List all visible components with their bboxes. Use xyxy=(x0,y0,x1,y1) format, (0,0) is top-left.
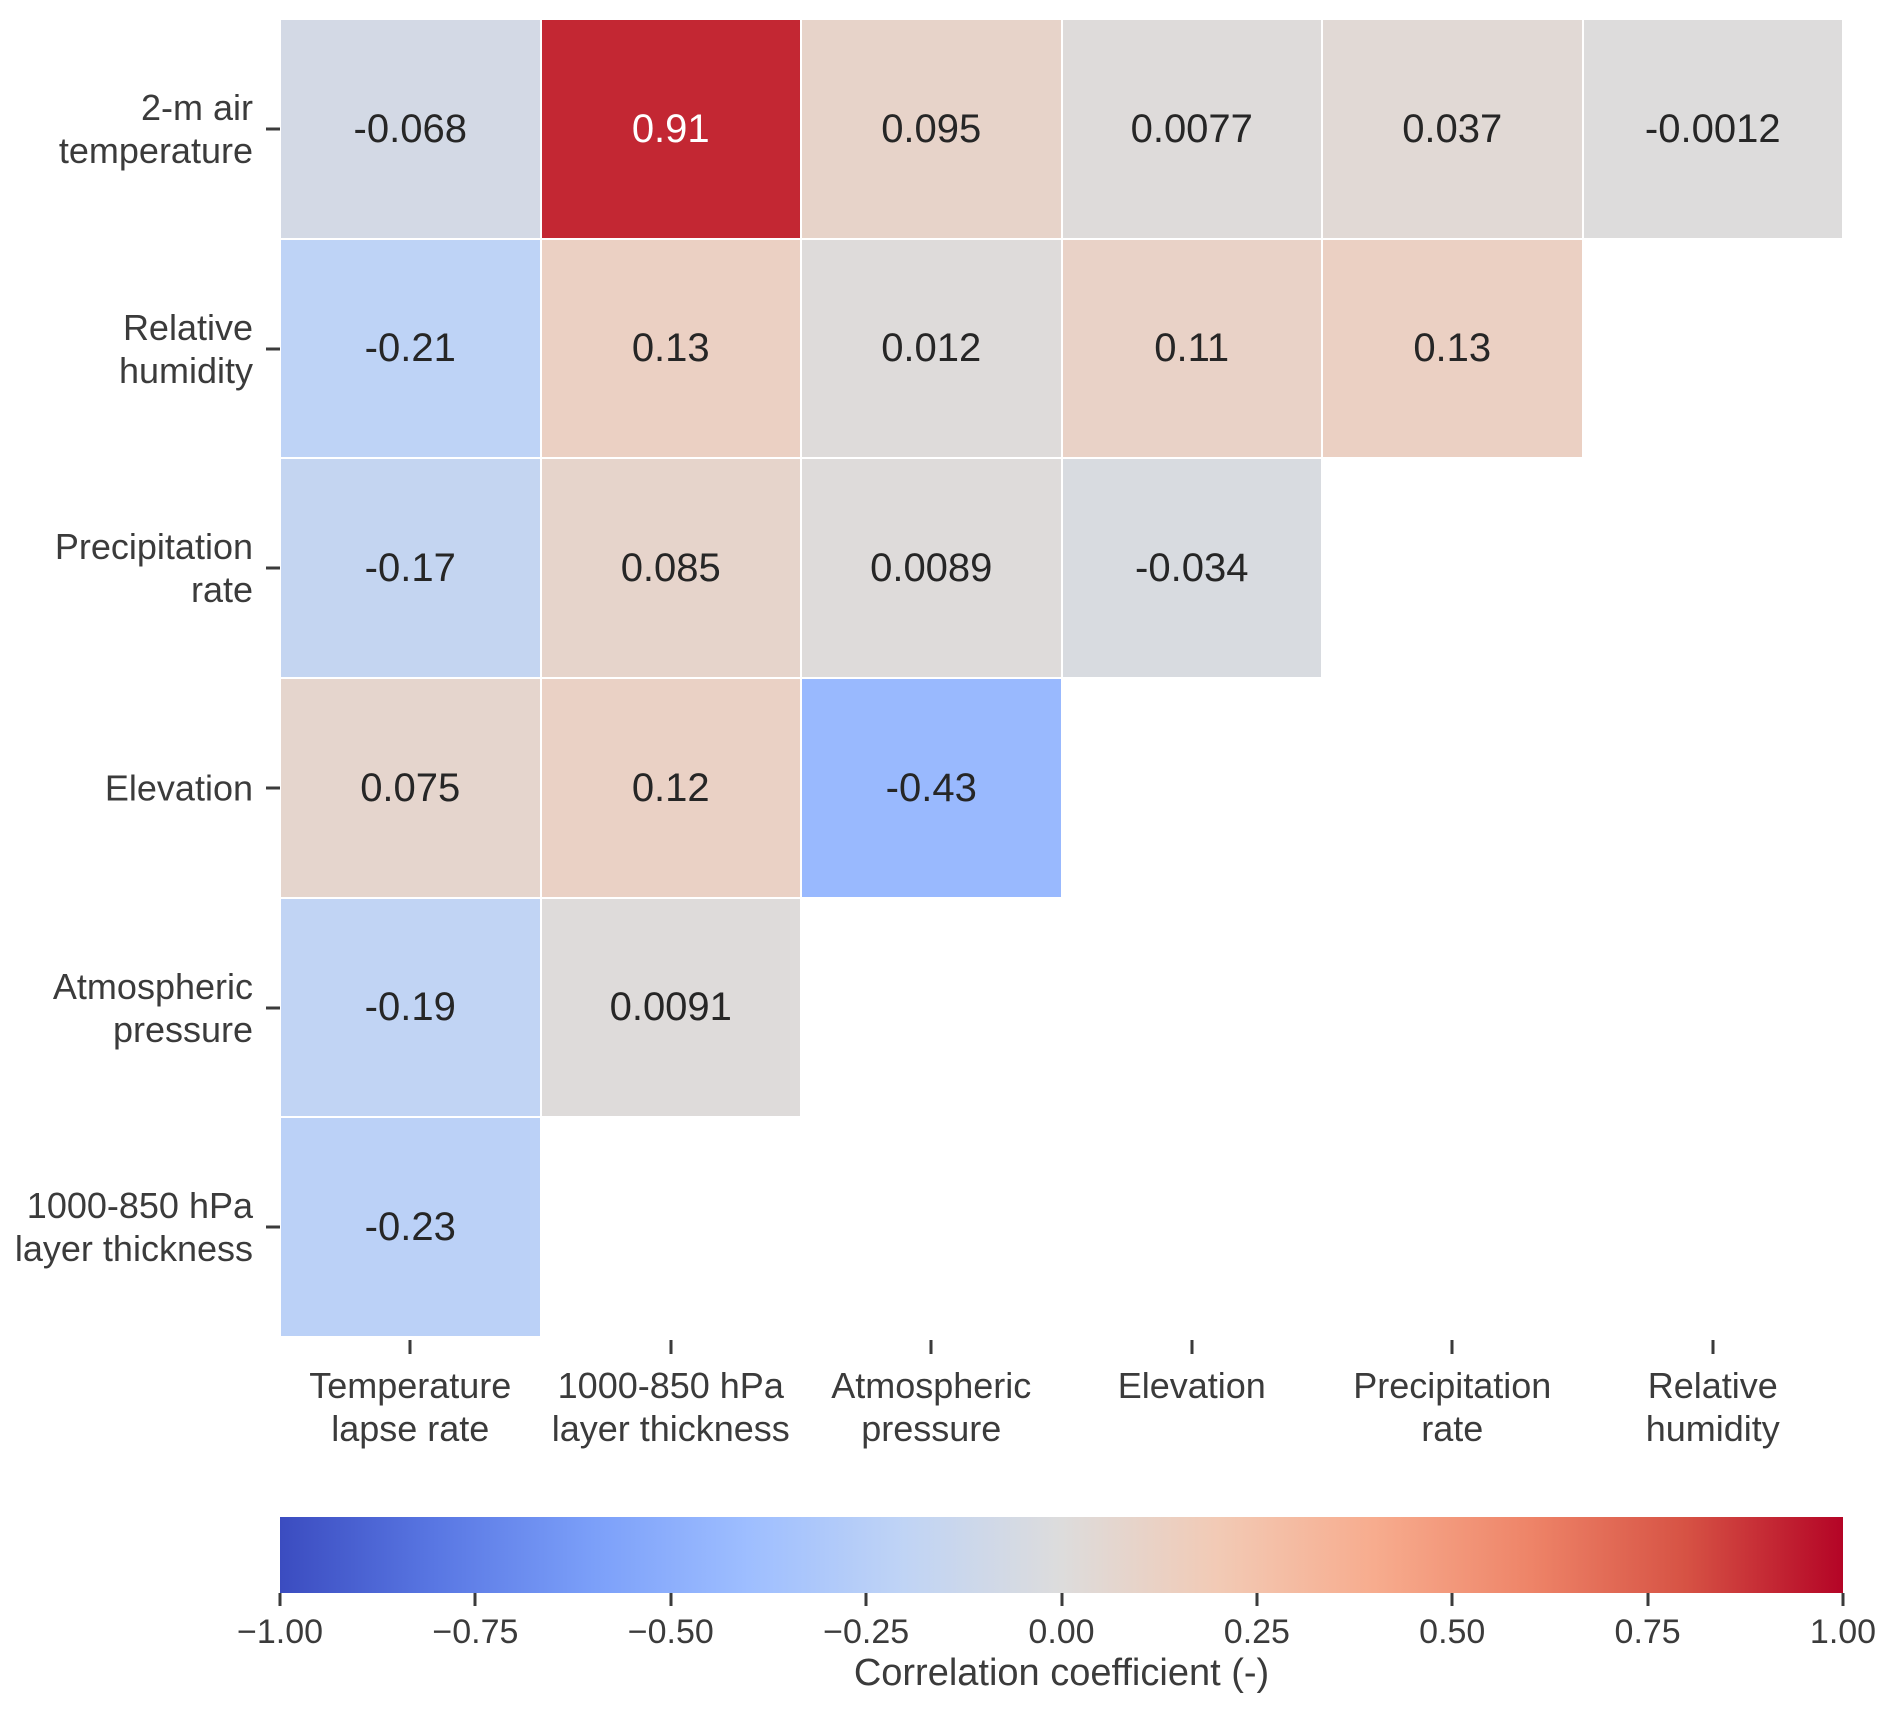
colorbar-tick-label: −1.00 xyxy=(236,1613,324,1651)
heatmap-grid: -0.068 0.91 0.095 0.0077 0.037 -0.0012 -0.21 0.… xyxy=(280,19,1843,1337)
heatmap-cell: 0.037 xyxy=(1322,19,1583,239)
colorbar-tick-label: −0.25 xyxy=(823,1613,910,1651)
heatmap-cell: -0.17 xyxy=(280,458,541,678)
heatmap-cell: 0.13 xyxy=(1322,238,1583,459)
heatmap-cell: -0.43 xyxy=(801,678,1062,898)
colorbar-tick-mark xyxy=(1060,1593,1063,1606)
heatmap-cell: 0.085 xyxy=(540,458,801,678)
column-label: Temperature lapse rate xyxy=(309,1365,512,1450)
colorbar-tick-label: −0.75 xyxy=(432,1613,519,1651)
y-tick-mark xyxy=(266,1225,280,1229)
colorbar-tick-label: 0.25 xyxy=(1223,1613,1290,1651)
colorbar-tick-mark xyxy=(1646,1593,1650,1606)
colorbar-tick-label: −0.50 xyxy=(627,1613,714,1651)
heatmap-cell: 0.0077 xyxy=(1061,19,1322,239)
colorbar-tick-mark xyxy=(1255,1593,1259,1606)
heatmap-cell: -0.0012 xyxy=(1582,19,1843,239)
column-label: Precipitation rate xyxy=(1353,1365,1552,1450)
x-tick-mark xyxy=(408,1340,412,1354)
x-tick-mark xyxy=(929,1340,933,1354)
colorbar-tick-mark xyxy=(1450,1593,1454,1606)
colorbar-tick-mark xyxy=(669,1593,673,1606)
colorbar-tick-mark xyxy=(864,1593,868,1606)
colorbar-tick-mark xyxy=(1841,1593,1845,1606)
heatmap-cell: -0.19 xyxy=(280,897,541,1118)
x-tick-mark xyxy=(1450,1340,1454,1354)
heatmap-cell: -0.068 xyxy=(280,19,541,239)
heatmap-cell: 0.11 xyxy=(1061,238,1322,459)
x-tick-mark xyxy=(1190,1340,1194,1354)
heatmap-cell: 0.0089 xyxy=(801,458,1062,678)
column-label: Elevation xyxy=(1117,1365,1266,1406)
y-tick-mark xyxy=(266,566,280,570)
heatmap-cell: 0.012 xyxy=(801,238,1062,459)
colorbar-tick-label: 0.75 xyxy=(1614,1613,1681,1651)
column-label: Relative humidity xyxy=(1645,1365,1780,1450)
heatmap-cell: 0.075 xyxy=(280,678,541,898)
colorbar-tick-mark xyxy=(473,1593,477,1606)
y-tick-mark xyxy=(266,786,280,790)
heatmap-cell: 0.13 xyxy=(540,238,801,459)
heatmap-cell: -0.034 xyxy=(1061,458,1322,678)
row-label: 2-m air temperature xyxy=(58,86,253,171)
colorbar-label: Correlation coefficient (-) xyxy=(853,1652,1270,1694)
colorbar-tick-label: 1.00 xyxy=(1809,1613,1877,1651)
row-label: Elevation xyxy=(104,767,253,809)
colorbar-tick-label: 0.50 xyxy=(1419,1613,1486,1651)
y-tick-mark xyxy=(266,1006,280,1009)
colorbar-tick-mark xyxy=(278,1593,282,1606)
heatmap-cell: 0.095 xyxy=(801,19,1062,239)
column-label: Atmospheric pressure xyxy=(831,1365,1032,1450)
heatmap-cell: -0.21 xyxy=(280,238,541,459)
heatmap-cell: 0.12 xyxy=(540,678,801,898)
row-label: 1000-850 hPa layer thickness xyxy=(14,1184,253,1270)
column-label: 1000-850 hPa layer thickness xyxy=(551,1365,790,1450)
row-label: Atmospheric pressure xyxy=(52,965,253,1050)
y-tick-mark xyxy=(266,127,280,131)
colorbar-gradient xyxy=(280,1517,1843,1593)
heatmap-cell: 0.0091 xyxy=(540,897,801,1118)
y-tick-mark xyxy=(266,347,280,350)
row-label: Precipitation rate xyxy=(54,525,253,611)
heatmap-cell: -0.23 xyxy=(280,1117,541,1337)
row-label: Relative humidity xyxy=(118,306,253,391)
heatmap-cell: 0.91 xyxy=(540,19,801,239)
x-tick-mark xyxy=(1711,1340,1715,1354)
colorbar-tick-label: 0.00 xyxy=(1028,1613,1095,1651)
x-tick-mark xyxy=(669,1340,673,1354)
